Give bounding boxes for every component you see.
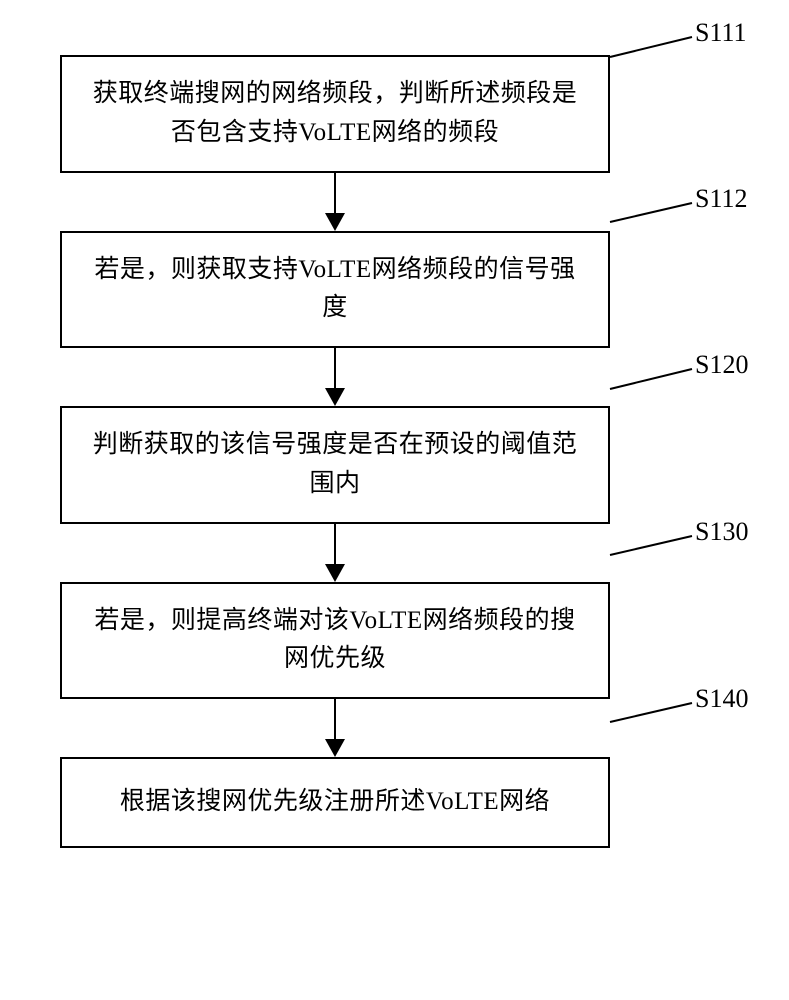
- step-label-s111: S111: [695, 18, 747, 48]
- step-text: 获取终端搜网的网络频段，判断所述频段是否包含支持VoLTE网络的频段: [92, 75, 578, 153]
- flowchart-step-s120: 判断获取的该信号强度是否在预设的阈值范围内: [60, 406, 610, 524]
- step-text: 若是，则提高终端对该VoLTE网络频段的搜网优先级: [92, 602, 578, 680]
- step-label-s112: S112: [695, 184, 748, 214]
- flowchart-container: 获取终端搜网的网络频段，判断所述频段是否包含支持VoLTE网络的频段 若是，则获…: [60, 55, 610, 848]
- step-text: 若是，则获取支持VoLTE网络频段的信号强度: [92, 251, 578, 329]
- step-text: 判断获取的该信号强度是否在预设的阈值范围内: [92, 426, 578, 504]
- flowchart-step-s130: 若是，则提高终端对该VoLTE网络频段的搜网优先级: [60, 582, 610, 700]
- flow-arrow: [60, 699, 610, 757]
- step-label-s120: S120: [695, 350, 748, 380]
- flow-arrow: [60, 173, 610, 231]
- step-label-s130: S130: [695, 517, 748, 547]
- flow-arrow: [60, 524, 610, 582]
- flowchart-step-s140: 根据该搜网优先级注册所述VoLTE网络: [60, 757, 610, 848]
- step-label-s140: S140: [695, 684, 748, 714]
- flowchart-step-s112: 若是，则获取支持VoLTE网络频段的信号强度: [60, 231, 610, 349]
- flow-arrow: [60, 348, 610, 406]
- step-text: 根据该搜网优先级注册所述VoLTE网络: [120, 783, 550, 822]
- flowchart-step-s111: 获取终端搜网的网络频段，判断所述频段是否包含支持VoLTE网络的频段: [60, 55, 610, 173]
